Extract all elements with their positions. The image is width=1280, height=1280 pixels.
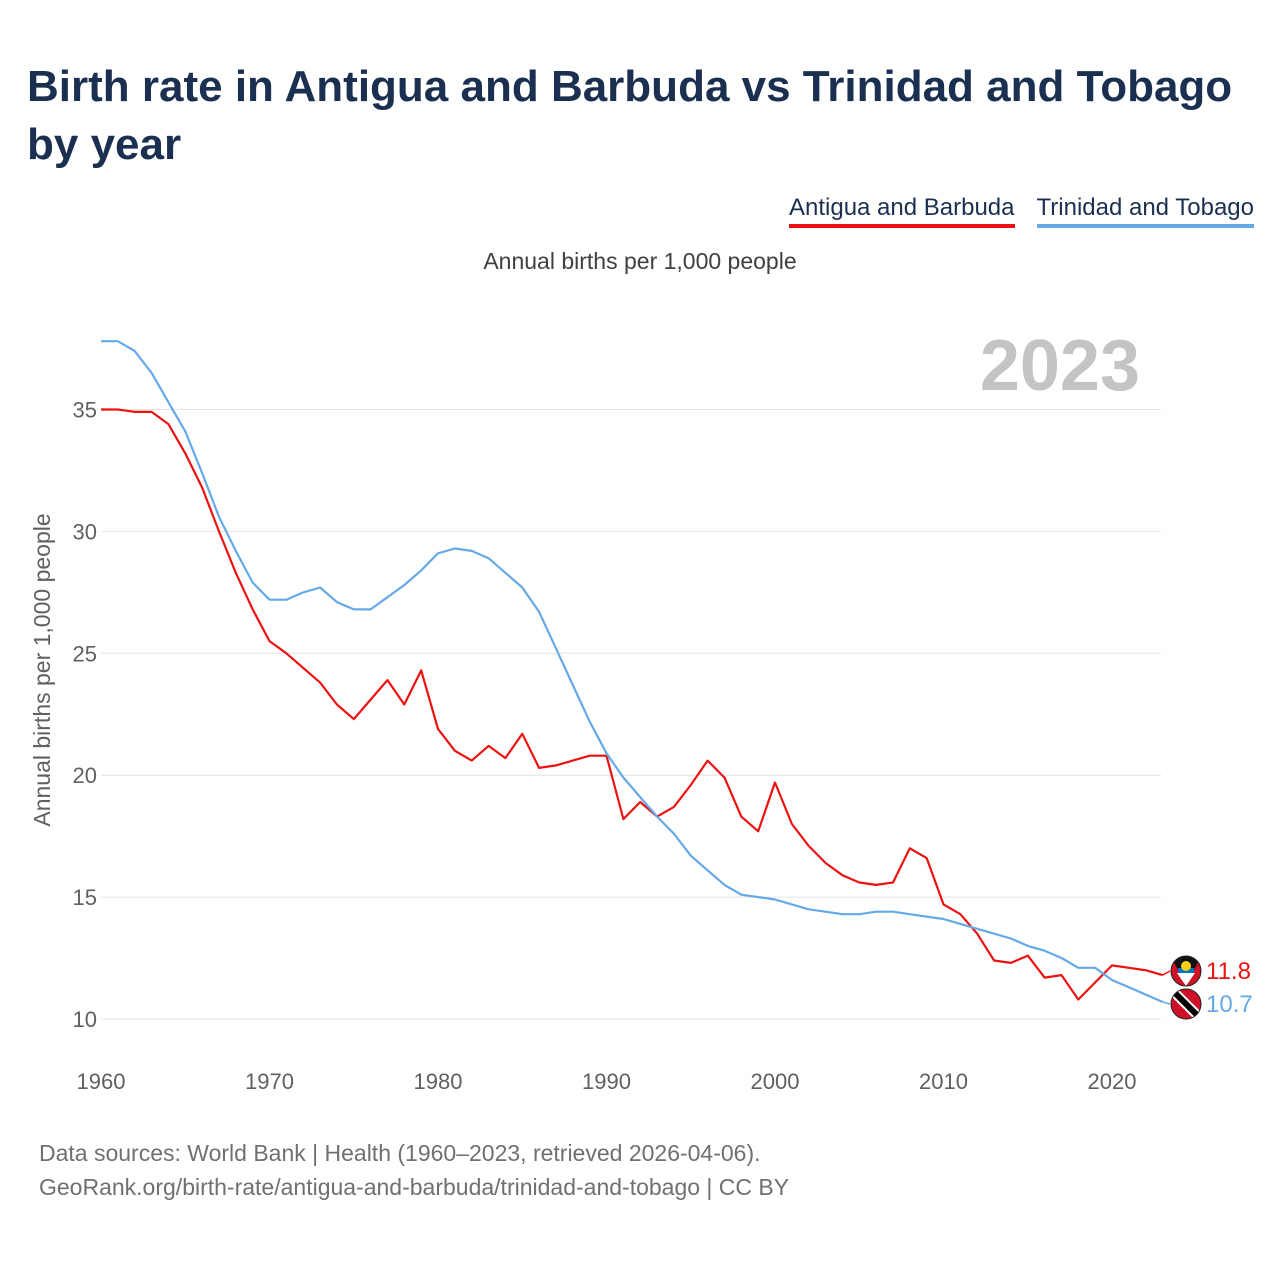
x-tick-label: 1960	[77, 1069, 126, 1094]
chart-subtitle: Annual births per 1,000 people	[483, 248, 797, 274]
chart-title: Birth rate in Antigua and Barbuda vs Tri…	[27, 62, 1233, 169]
footer-link[interactable]: GeoRank.org/birth-rate/antigua-and-barbu…	[39, 1174, 790, 1200]
legend: Antigua and Barbuda Trinidad and Tobago	[788, 194, 1254, 228]
footer: Data sources: World Bank | Health (1960–…	[39, 1136, 789, 1204]
year-watermark: 2023	[980, 326, 1140, 406]
series-line-trinidad[interactable]	[101, 340, 1164, 1003]
trinidad-flag-icon	[1170, 988, 1202, 1020]
y-tick-label: 35	[73, 398, 97, 423]
grid	[101, 409, 1161, 1020]
y-tick-label: 20	[73, 763, 97, 788]
x-tick-label: 2000	[751, 1069, 800, 1094]
legend-item-antigua[interactable]: Antigua and Barbuda	[788, 194, 1015, 228]
antigua-flag-icon	[1170, 955, 1202, 987]
end-connector	[1162, 970, 1171, 976]
series-lines	[101, 340, 1164, 1003]
footer-source: Data sources: World Bank | Health (1960–…	[39, 1140, 761, 1166]
end-connector	[1162, 1001, 1171, 1005]
legend-item-trinidad[interactable]: Trinidad and Tobago	[1036, 194, 1254, 228]
y-tick-label: 30	[73, 519, 97, 544]
x-axis: 1960 1970 1980 1990 2000 2010 2020	[77, 1069, 1137, 1094]
y-axis: 10 15 20 25 30 35	[73, 398, 97, 1033]
x-tick-label: 1980	[414, 1069, 463, 1094]
x-tick-label: 1990	[582, 1069, 631, 1094]
y-tick-label: 10	[73, 1007, 97, 1032]
y-tick-label: 15	[73, 885, 97, 910]
series-line-antigua[interactable]	[101, 408, 1163, 1001]
x-tick-label: 2010	[919, 1069, 968, 1094]
end-value-label: 10.7	[1206, 991, 1253, 1018]
end-value-label: 11.8	[1206, 958, 1251, 985]
x-tick-label: 1970	[245, 1069, 294, 1094]
y-tick-label: 25	[73, 641, 97, 666]
y-axis-label: Annual births per 1,000 people	[29, 513, 55, 826]
x-tick-label: 2020	[1088, 1069, 1137, 1094]
end-markers: 11.8 10.7	[1162, 955, 1253, 1020]
